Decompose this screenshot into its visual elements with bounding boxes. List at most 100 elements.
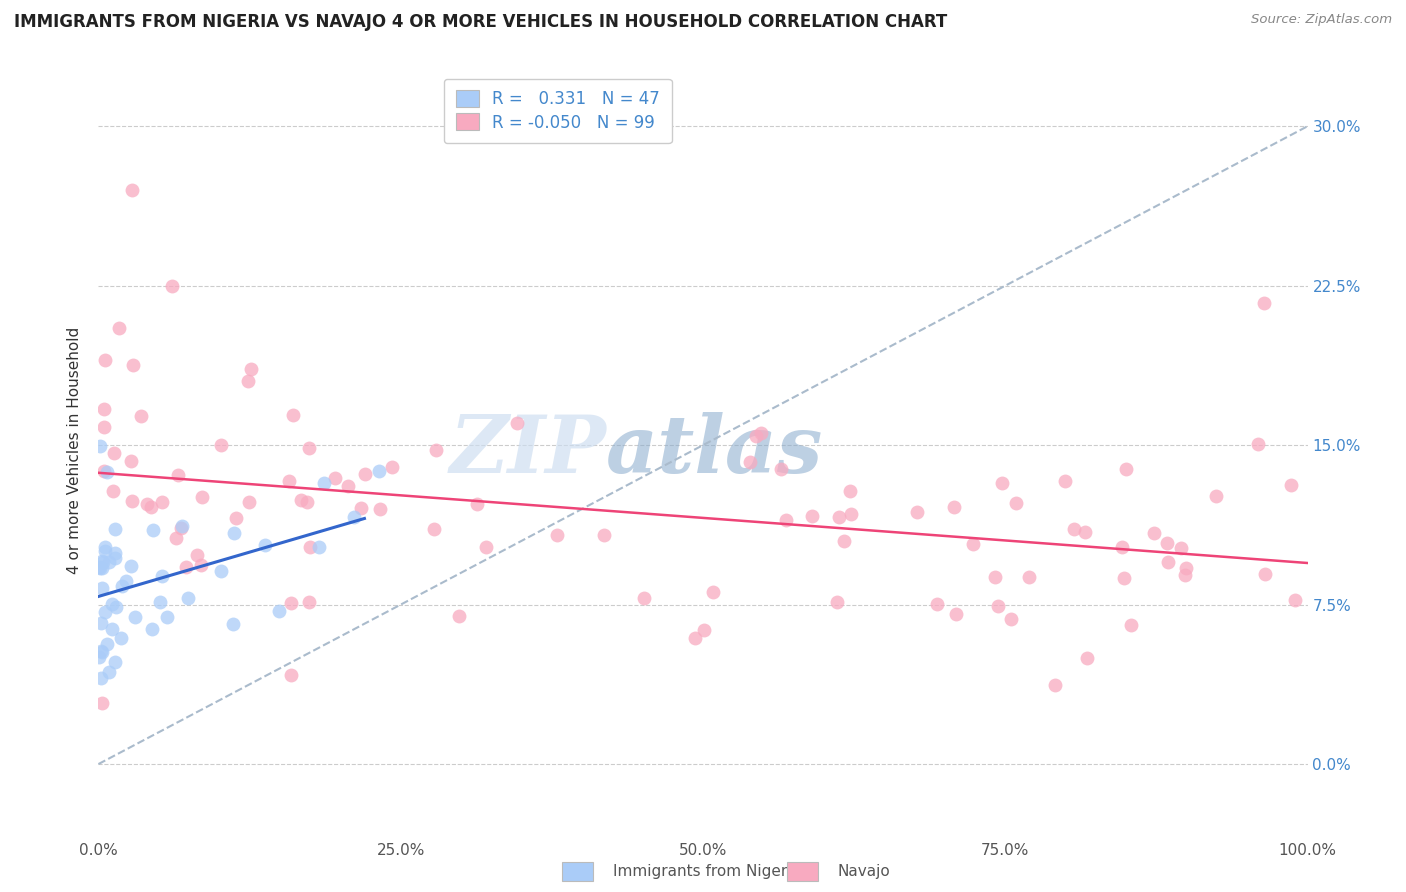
Point (104, 655, 127, 669)
Point (142, 523, 165, 537)
Point (343, 510, 366, 524)
Point (167, 468, 190, 483)
Point (962, 536, 984, 550)
Point (323, 470, 346, 484)
Point (91, 645, 114, 659)
Point (90, 644, 112, 658)
Point (1000, 612, 1022, 626)
Point (211, 564, 233, 578)
Point (94, 353, 117, 368)
Point (121, 359, 143, 373)
Point (506, 416, 529, 430)
Point (1045, 678, 1067, 692)
Point (150, 495, 173, 509)
Point (298, 442, 321, 456)
Point (141, 622, 163, 636)
Point (176, 560, 198, 574)
Point (1247, 437, 1270, 451)
Text: Immigrants from Nigeria: Immigrants from Nigeria (613, 864, 801, 879)
Point (129, 409, 152, 423)
Point (236, 375, 259, 389)
Point (104, 550, 127, 565)
Point (89, 560, 111, 574)
Point (990, 475, 1012, 490)
Point (984, 570, 1007, 584)
Point (280, 668, 302, 682)
Text: Source: ZipAtlas.com: Source: ZipAtlas.com (1251, 13, 1392, 27)
Point (224, 526, 246, 541)
Point (156, 610, 179, 624)
Point (93, 544, 115, 558)
Point (148, 595, 170, 609)
Point (367, 464, 389, 478)
Point (1018, 570, 1040, 584)
Point (298, 540, 321, 554)
Point (150, 569, 173, 583)
Point (97, 665, 120, 679)
Point (1174, 568, 1197, 582)
Point (801, 508, 824, 523)
Point (314, 475, 336, 490)
Point (221, 616, 243, 631)
Point (295, 494, 318, 508)
Point (1157, 555, 1180, 569)
Point (96, 637, 118, 651)
Point (945, 607, 967, 621)
Point (101, 622, 124, 636)
Point (93, 420, 115, 434)
Point (96, 465, 118, 479)
Point (121, 494, 143, 508)
Text: ZIP: ZIP (450, 412, 606, 489)
Point (93, 540, 115, 554)
Point (744, 429, 766, 443)
Point (120, 559, 142, 574)
Point (465, 497, 488, 511)
Point (368, 502, 391, 516)
Point (93, 401, 115, 416)
Point (1112, 571, 1135, 585)
Point (1053, 475, 1076, 489)
Point (337, 479, 360, 493)
Point (104, 522, 127, 536)
Point (240, 362, 263, 376)
Point (115, 574, 138, 588)
Point (89, 439, 111, 453)
Point (838, 484, 860, 499)
Point (124, 610, 146, 624)
Point (692, 624, 714, 638)
Point (186, 549, 208, 563)
Point (190, 558, 212, 572)
Point (841, 507, 863, 521)
Text: atlas: atlas (606, 412, 824, 489)
Point (87, 650, 110, 665)
Point (160, 278, 183, 293)
Point (354, 467, 377, 482)
Point (283, 408, 305, 422)
Point (308, 540, 330, 554)
Point (267, 604, 290, 618)
Point (93, 464, 115, 478)
Point (1115, 462, 1137, 476)
Point (943, 500, 966, 515)
Point (298, 595, 321, 609)
Point (172, 519, 194, 533)
Point (104, 546, 127, 560)
Point (381, 460, 404, 475)
Point (177, 591, 200, 605)
Point (1063, 522, 1085, 536)
Point (1156, 536, 1178, 550)
Y-axis label: 4 or more Vehicles in Household: 4 or more Vehicles in Household (67, 326, 83, 574)
Point (103, 446, 125, 460)
Point (90, 671, 112, 685)
Point (1111, 540, 1133, 554)
Point (91, 554, 114, 568)
Point (100, 597, 122, 611)
Point (225, 511, 247, 525)
Point (1074, 524, 1097, 539)
Point (108, 321, 131, 335)
Point (139, 500, 162, 514)
Point (120, 453, 142, 467)
Point (1005, 496, 1028, 510)
Point (165, 531, 187, 545)
Point (1170, 541, 1192, 555)
